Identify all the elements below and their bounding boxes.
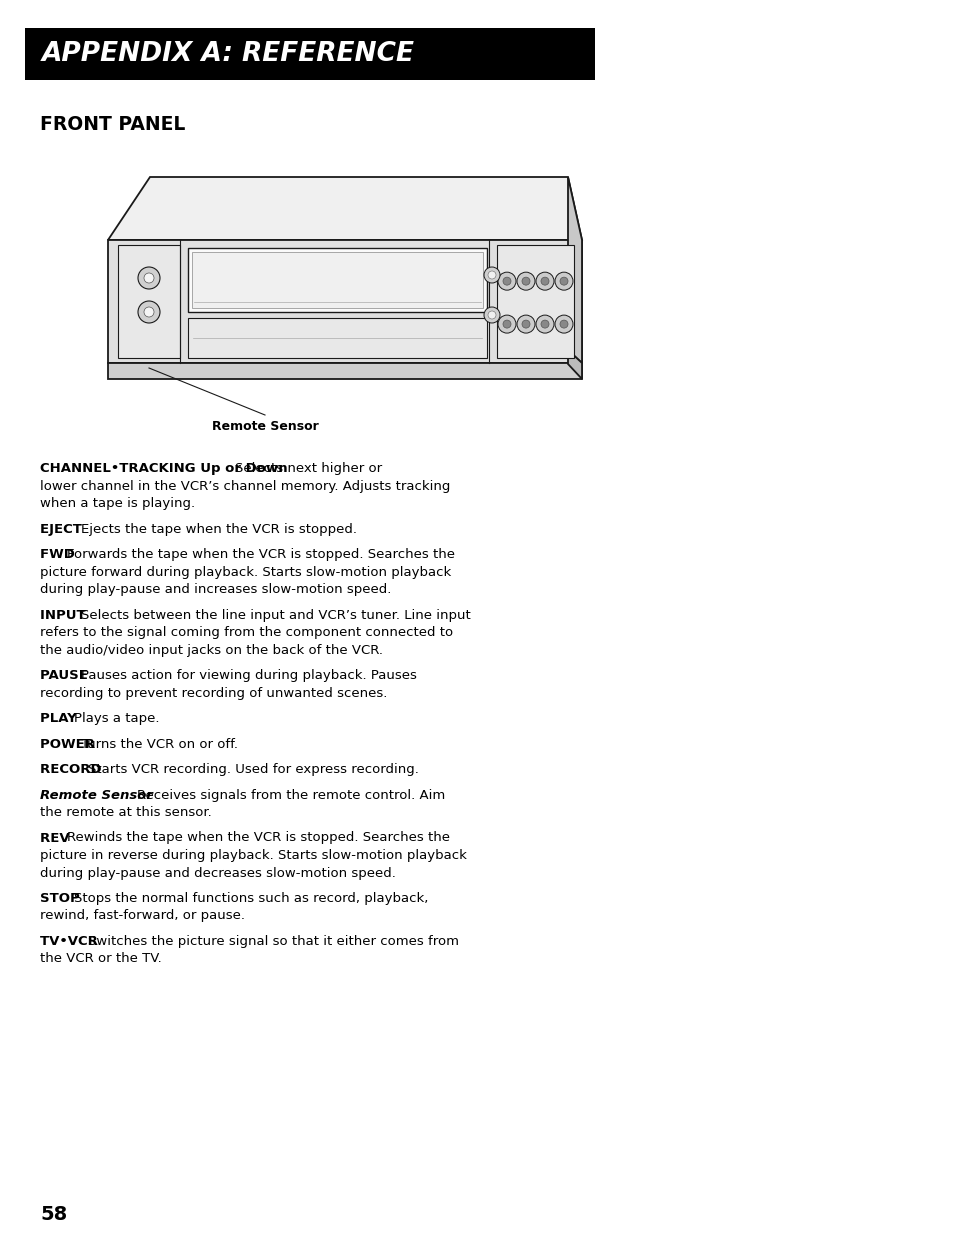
Bar <box>188 248 486 311</box>
Circle shape <box>488 311 496 319</box>
Circle shape <box>540 320 548 328</box>
Polygon shape <box>108 240 581 364</box>
Text: Receives signals from the remote control. Aim: Receives signals from the remote control… <box>137 788 445 802</box>
Text: refers to the signal coming from the component connected to: refers to the signal coming from the com… <box>40 625 453 639</box>
Text: Remote Sensor: Remote Sensor <box>40 788 157 802</box>
Text: recording to prevent recording of unwanted scenes.: recording to prevent recording of unwant… <box>40 686 387 700</box>
Bar <box>118 244 180 357</box>
Polygon shape <box>567 350 581 379</box>
Text: PAUSE: PAUSE <box>40 669 92 683</box>
Text: the VCR or the TV.: the VCR or the TV. <box>40 953 162 965</box>
Circle shape <box>517 315 535 333</box>
Circle shape <box>502 320 511 328</box>
Text: POWER: POWER <box>40 737 99 751</box>
Text: Forwards the tape when the VCR is stopped. Searches the: Forwards the tape when the VCR is stoppe… <box>67 549 455 561</box>
Text: picture in reverse during playback. Starts slow-motion playback: picture in reverse during playback. Star… <box>40 849 466 862</box>
Text: Remote Sensor: Remote Sensor <box>212 419 318 433</box>
Bar <box>25 29 595 79</box>
Text: picture forward during playback. Starts slow-motion playback: picture forward during playback. Starts … <box>40 566 451 578</box>
Text: REV: REV <box>40 831 74 844</box>
Circle shape <box>540 277 548 285</box>
Circle shape <box>502 277 511 285</box>
Text: Pauses action for viewing during playback. Pauses: Pauses action for viewing during playbac… <box>81 669 416 683</box>
Circle shape <box>144 307 153 316</box>
Text: APPENDIX A: REFERENCE: APPENDIX A: REFERENCE <box>42 41 415 67</box>
Circle shape <box>555 315 573 333</box>
Bar <box>192 252 482 308</box>
Circle shape <box>536 272 554 290</box>
Text: Rewinds the tape when the VCR is stopped. Searches the: Rewinds the tape when the VCR is stopped… <box>67 831 450 844</box>
Circle shape <box>483 307 499 323</box>
Text: Selects between the line input and VCR’s tuner. Line input: Selects between the line input and VCR’s… <box>81 608 470 622</box>
Circle shape <box>559 320 567 328</box>
Circle shape <box>138 302 160 323</box>
Circle shape <box>521 320 530 328</box>
Polygon shape <box>108 177 581 240</box>
Circle shape <box>555 272 573 290</box>
Text: the audio/video input jacks on the back of the VCR.: the audio/video input jacks on the back … <box>40 644 382 656</box>
Text: during play-pause and decreases slow-motion speed.: during play-pause and decreases slow-mot… <box>40 866 395 880</box>
Text: CHANNEL•TRACKING Up or Down: CHANNEL•TRACKING Up or Down <box>40 462 292 475</box>
Text: Stops the normal functions such as record, playback,: Stops the normal functions such as recor… <box>74 892 428 905</box>
Text: when a tape is playing.: when a tape is playing. <box>40 496 195 510</box>
Circle shape <box>483 267 499 283</box>
Text: STOP: STOP <box>40 892 84 905</box>
Text: 58: 58 <box>40 1205 67 1224</box>
Text: TV•VCR: TV•VCR <box>40 934 102 948</box>
Bar <box>497 244 574 357</box>
Text: PLAY: PLAY <box>40 712 81 725</box>
Text: Turns the VCR on or off.: Turns the VCR on or off. <box>81 737 237 751</box>
Text: Ejects the tape when the VCR is stopped.: Ejects the tape when the VCR is stopped. <box>81 522 356 536</box>
Circle shape <box>138 267 160 289</box>
Text: Selects next higher or: Selects next higher or <box>234 462 382 475</box>
Text: lower channel in the VCR’s channel memory. Adjusts tracking: lower channel in the VCR’s channel memor… <box>40 479 450 493</box>
Circle shape <box>521 277 530 285</box>
Text: the remote at this sensor.: the remote at this sensor. <box>40 805 212 819</box>
Text: Starts VCR recording. Used for express recording.: Starts VCR recording. Used for express r… <box>88 763 418 776</box>
Text: FWD: FWD <box>40 549 79 561</box>
Circle shape <box>488 271 496 279</box>
Text: EJECT: EJECT <box>40 522 87 536</box>
Text: rewind, fast-forward, or pause.: rewind, fast-forward, or pause. <box>40 910 245 922</box>
Polygon shape <box>567 177 581 364</box>
Text: RECORD: RECORD <box>40 763 106 776</box>
Text: FRONT PANEL: FRONT PANEL <box>40 115 185 134</box>
Text: INPUT: INPUT <box>40 608 91 622</box>
Text: Switches the picture signal so that it either comes from: Switches the picture signal so that it e… <box>88 934 458 948</box>
Circle shape <box>536 315 554 333</box>
Circle shape <box>517 272 535 290</box>
Text: Plays a tape.: Plays a tape. <box>74 712 159 725</box>
Circle shape <box>497 272 516 290</box>
Bar <box>188 318 486 357</box>
Circle shape <box>144 273 153 283</box>
Circle shape <box>497 315 516 333</box>
Text: during play-pause and increases slow-motion speed.: during play-pause and increases slow-mot… <box>40 583 391 596</box>
Circle shape <box>559 277 567 285</box>
Polygon shape <box>108 364 581 379</box>
